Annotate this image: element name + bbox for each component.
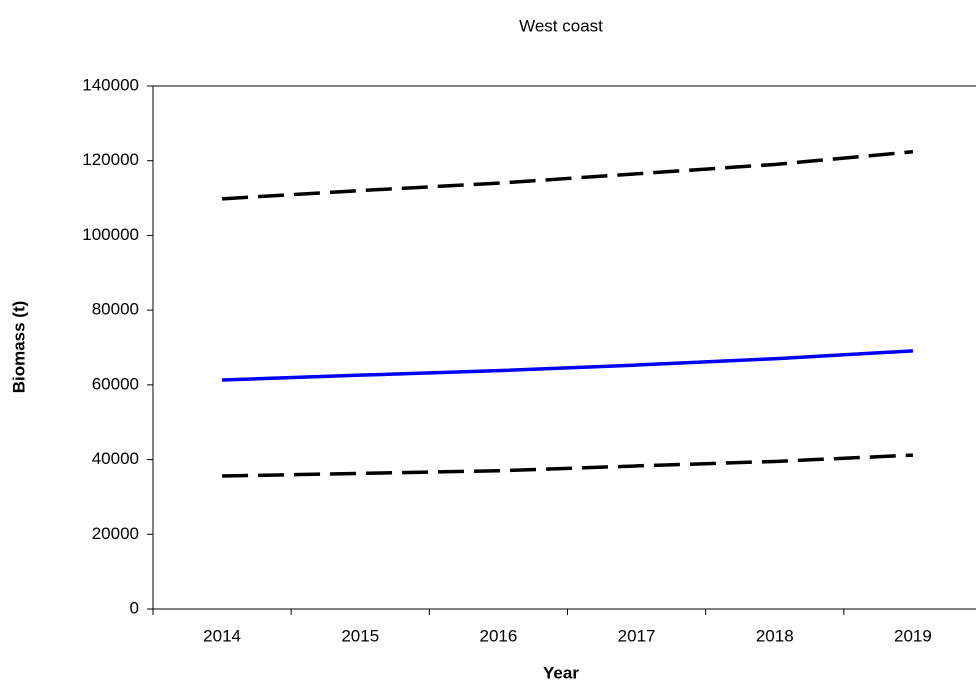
x-tick-label: 2018: [756, 626, 794, 645]
y-tick-label: 140000: [82, 75, 139, 94]
x-tick-label: 2017: [618, 626, 656, 645]
y-tick-label: 80000: [92, 300, 139, 319]
y-tick-label: 100000: [82, 225, 139, 244]
y-axis-label: Biomass (t): [9, 301, 28, 394]
plot-frame: [152, 85, 976, 610]
x-tick-label: 2016: [480, 626, 518, 645]
series-line: [222, 453, 913, 478]
x-tick-label: 2014: [203, 626, 241, 645]
y-tick-label: 60000: [92, 374, 139, 393]
series-line: [222, 349, 914, 382]
y-tick-label: 40000: [92, 449, 139, 468]
x-tick-label: 2015: [341, 626, 379, 645]
y-tick-label: 120000: [82, 150, 139, 169]
chart-title: West coast: [519, 16, 603, 35]
x-axis-label: Year: [543, 663, 579, 682]
y-tick-label: 0: [130, 598, 139, 617]
series-line: [221, 150, 914, 201]
x-tick-label: 2019: [894, 626, 932, 645]
y-tick-label: 20000: [92, 524, 139, 543]
